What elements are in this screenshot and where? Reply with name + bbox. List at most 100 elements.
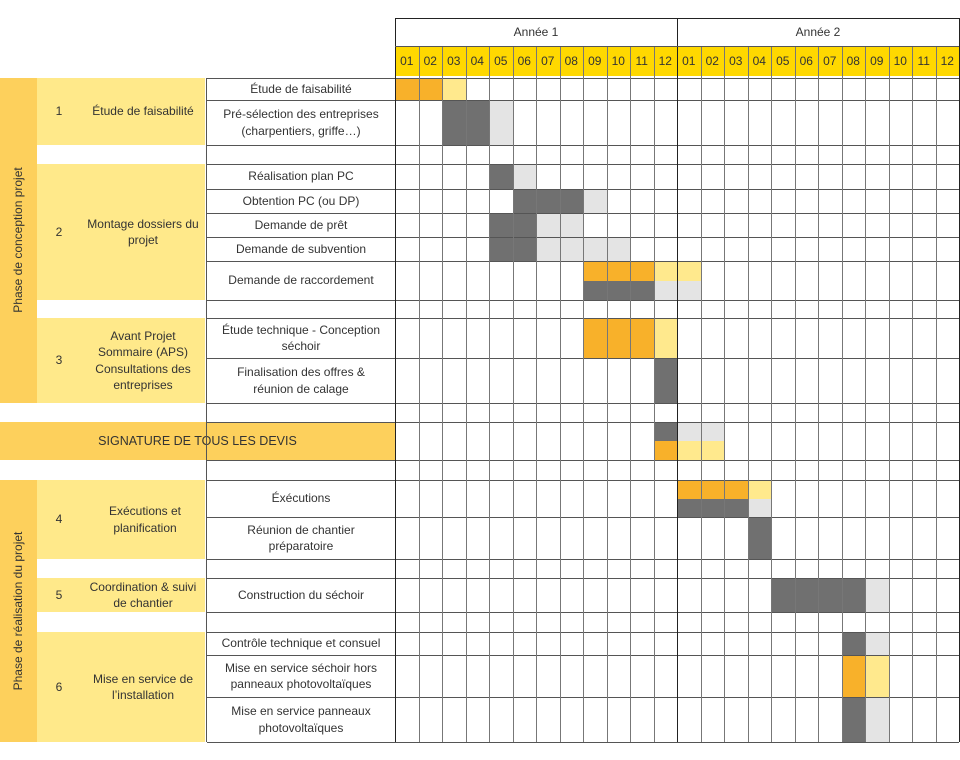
month-header-cell: 07 <box>536 46 560 76</box>
group-number: 6 <box>55 679 63 694</box>
grid-line-vertical <box>583 46 584 742</box>
grid-line-vertical <box>630 46 631 742</box>
grid-line-horizontal <box>395 18 959 19</box>
grid-line-vertical <box>794 46 796 742</box>
gantt-bar-dark <box>653 422 677 441</box>
gantt-bar-dark <box>653 358 677 403</box>
group-band-1 <box>37 78 205 145</box>
task-label: Réalisation plan PC <box>248 169 354 184</box>
grid-line-vertical <box>771 46 772 742</box>
task-label: Mise en service panneaux photovoltaïques <box>231 704 371 735</box>
gantt-bar-light <box>865 578 889 612</box>
gantt-bar-light <box>489 100 513 145</box>
phase-band-conception <box>0 78 37 403</box>
month-header-cell: 12 <box>935 46 959 76</box>
grid-line-vertical <box>677 18 678 742</box>
grid-line-vertical <box>841 46 843 742</box>
month-header-cell: 11 <box>630 46 654 76</box>
gantt-bar-orange <box>583 261 654 281</box>
group-number: 4 <box>55 512 63 527</box>
task-label: Demande de prêt <box>254 217 348 232</box>
grid-line-horizontal <box>395 46 959 47</box>
group-name: Coordination & suivi de chantier <box>89 579 197 610</box>
grid-line-vertical <box>536 46 537 742</box>
signature-label: SIGNATURE DE TOUS LES DEVIS <box>98 433 297 448</box>
group-name: Mise en service de l’installation <box>92 671 194 702</box>
gantt-bar-dark <box>512 189 583 213</box>
group-number: 1 <box>55 104 63 119</box>
task-label: Demande de subvention <box>235 241 367 256</box>
task-label: Construction du séchoir <box>237 587 365 602</box>
month-header-cell: 02 <box>700 46 724 76</box>
grid-line-vertical <box>912 46 913 742</box>
month-header-cell: 11 <box>912 46 936 76</box>
grid-line-vertical <box>395 18 396 742</box>
gantt-bar-dark <box>583 280 654 300</box>
month-header-cell: 08 <box>841 46 865 76</box>
task-label: Éxécutions <box>271 491 331 506</box>
grid-line-vertical <box>512 46 514 742</box>
group-band-3 <box>37 318 205 403</box>
task-label: Obtention PC (ou DP) <box>242 193 360 208</box>
month-header-cell: 05 <box>489 46 513 76</box>
grid-line-vertical <box>747 46 749 742</box>
month-header-cell: 04 <box>747 46 771 76</box>
month-header-cell: 03 <box>724 46 748 76</box>
gantt-bar-dark <box>841 697 865 742</box>
gantt-bar-dark <box>489 164 513 189</box>
month-header-cell: 09 <box>865 46 889 76</box>
grid-line-vertical <box>888 46 890 742</box>
year-label: Année 2 <box>795 25 841 39</box>
group-number: 2 <box>55 224 63 239</box>
gantt-bar-light <box>747 498 771 517</box>
task-label: Contrôle technique et consuel <box>221 636 381 651</box>
gantt-bar-yellow <box>865 655 889 697</box>
grid-line-vertical <box>489 46 490 742</box>
grid-line-vertical <box>653 46 655 742</box>
group-band-2 <box>37 164 205 300</box>
task-label: Étude de faisabilité <box>250 81 352 96</box>
gantt-bar-dark <box>747 517 771 559</box>
grid-line-vertical <box>418 46 420 742</box>
group-band-6 <box>37 632 205 742</box>
month-header-cell: 06 <box>512 46 536 76</box>
group-band-4 <box>37 480 205 559</box>
gantt-bar-dark <box>677 498 748 517</box>
grid-line-vertical <box>935 46 937 742</box>
grid-line-vertical <box>865 46 866 742</box>
phase-label-conception: Phase de conception projet <box>11 167 25 313</box>
group-name: Étude de faisabilité <box>92 104 194 119</box>
month-header-cell: 04 <box>465 46 489 76</box>
grid-line-vertical <box>724 46 725 742</box>
grid-line-vertical <box>465 46 467 742</box>
grid-line-vertical <box>559 46 561 742</box>
gantt-bar-light <box>512 164 536 189</box>
phase-label-realisation: Phase de réalisation du projet <box>11 531 25 691</box>
gantt-bar-orange <box>841 655 865 697</box>
task-label: Demande de raccordement <box>228 273 374 288</box>
gantt-bar-orange <box>677 480 748 499</box>
grid-line-vertical <box>206 78 207 742</box>
grid-line-vertical <box>818 46 819 742</box>
grid-line-vertical <box>606 46 608 742</box>
gantt-bar-yellow <box>747 480 771 499</box>
month-header-cell: 10 <box>888 46 912 76</box>
task-label: Étude technique - Conception séchoir <box>221 322 381 353</box>
month-header-cell: 10 <box>606 46 630 76</box>
month-header-cell: 06 <box>794 46 818 76</box>
month-header-cell: 01 <box>395 46 419 76</box>
month-header-cell: 03 <box>442 46 466 76</box>
month-header-cell: 12 <box>653 46 677 76</box>
group-name: Avant Projet Sommaire (APS) Consultation… <box>95 329 191 392</box>
group-name: Exécutions et planification <box>108 504 182 535</box>
month-header-cell: 07 <box>818 46 842 76</box>
grid-line-vertical <box>700 46 702 742</box>
task-label: Réunion de chantier préparatoire <box>247 522 355 553</box>
phase-band-realisation <box>0 480 37 742</box>
signature-band <box>0 422 395 460</box>
month-header-cell: 01 <box>677 46 701 76</box>
month-header-cell: 05 <box>771 46 795 76</box>
year-label: Année 1 <box>513 25 559 39</box>
group-number: 5 <box>55 587 63 602</box>
gantt-bar-orange <box>653 441 677 460</box>
